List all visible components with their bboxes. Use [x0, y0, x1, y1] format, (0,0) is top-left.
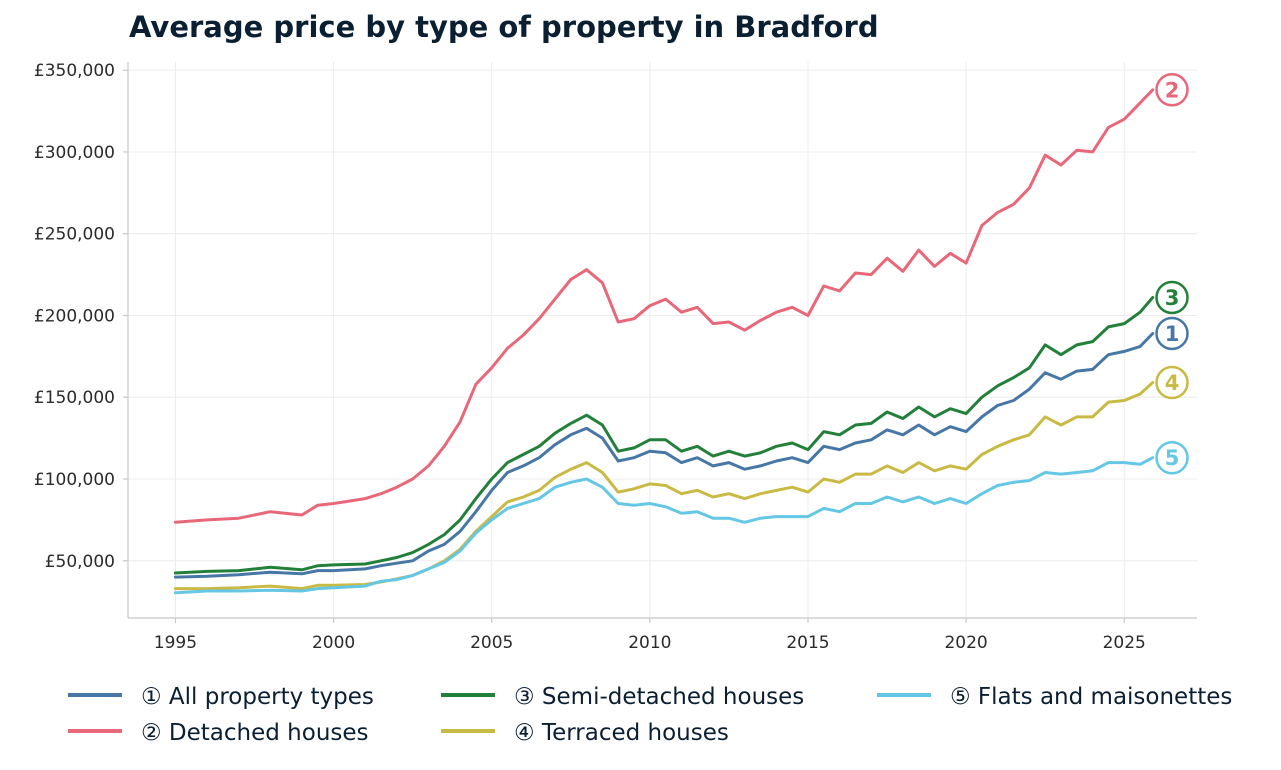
series-line-3: [173, 296, 1155, 575]
end-marker-label-5: 5: [1165, 446, 1180, 470]
end-marker-5: [1155, 440, 1189, 475]
end-marker-label-4: 4: [1165, 371, 1180, 395]
y-tick-label: £350,000: [34, 61, 115, 81]
x-tick-label: 2025: [1103, 633, 1146, 653]
y-tick-label: £200,000: [34, 306, 115, 326]
series-line-4: [173, 381, 1155, 591]
x-tick-label: 2005: [470, 633, 513, 653]
end-marker-1: [1155, 316, 1189, 351]
legend-label-4: ④ Terraced houses: [514, 720, 729, 746]
series-line-2: [173, 88, 1155, 524]
gridlines: [128, 62, 1197, 618]
end-marker-3: [1155, 280, 1189, 315]
series-lines: [173, 88, 1155, 595]
x-tick-label: 2015: [786, 633, 829, 653]
y-tick-label: £250,000: [34, 225, 115, 245]
x-tick-label: 2010: [628, 633, 671, 653]
x-tick-label: 2000: [312, 633, 355, 653]
y-tick-label: £300,000: [34, 143, 115, 163]
x-tick-label: 1995: [154, 633, 197, 653]
legend-label-1: ① All property types: [141, 684, 374, 710]
y-tick-label: £150,000: [34, 388, 115, 408]
chart-title: Average price by type of property in Bra…: [129, 10, 879, 44]
end-marker-label-2: 2: [1165, 78, 1180, 102]
x-tick-label: 2020: [944, 633, 987, 653]
legend-label-5: ⑤ Flats and maisonettes: [950, 684, 1232, 710]
end-marker-4: [1155, 365, 1189, 400]
y-tick-label: £100,000: [34, 470, 115, 490]
y-axis-ticks: £50,000 £100,000 £150,000 £200,000 £250,000 £…: [34, 61, 128, 572]
legend-label-2: ② Detached houses: [141, 720, 369, 746]
end-marker-2: [1155, 73, 1189, 107]
end-marker-label-1: 1: [1165, 322, 1180, 346]
axes: [127, 62, 1197, 619]
y-tick-label: £50,000: [45, 552, 115, 572]
legend-label-3: ③ Semi-detached houses: [514, 684, 804, 710]
x-axis-ticks: 1995 2000 2005 2010 2015 2020 2025: [154, 618, 1146, 653]
series-line-5: [173, 456, 1155, 595]
series-line-1: [173, 332, 1155, 579]
series-end-markers: 1 2 3 4 5: [1155, 73, 1189, 475]
end-marker-label-3: 3: [1165, 286, 1180, 310]
legend: ① All property types ② Detached houses ③ S…: [68, 684, 1232, 746]
